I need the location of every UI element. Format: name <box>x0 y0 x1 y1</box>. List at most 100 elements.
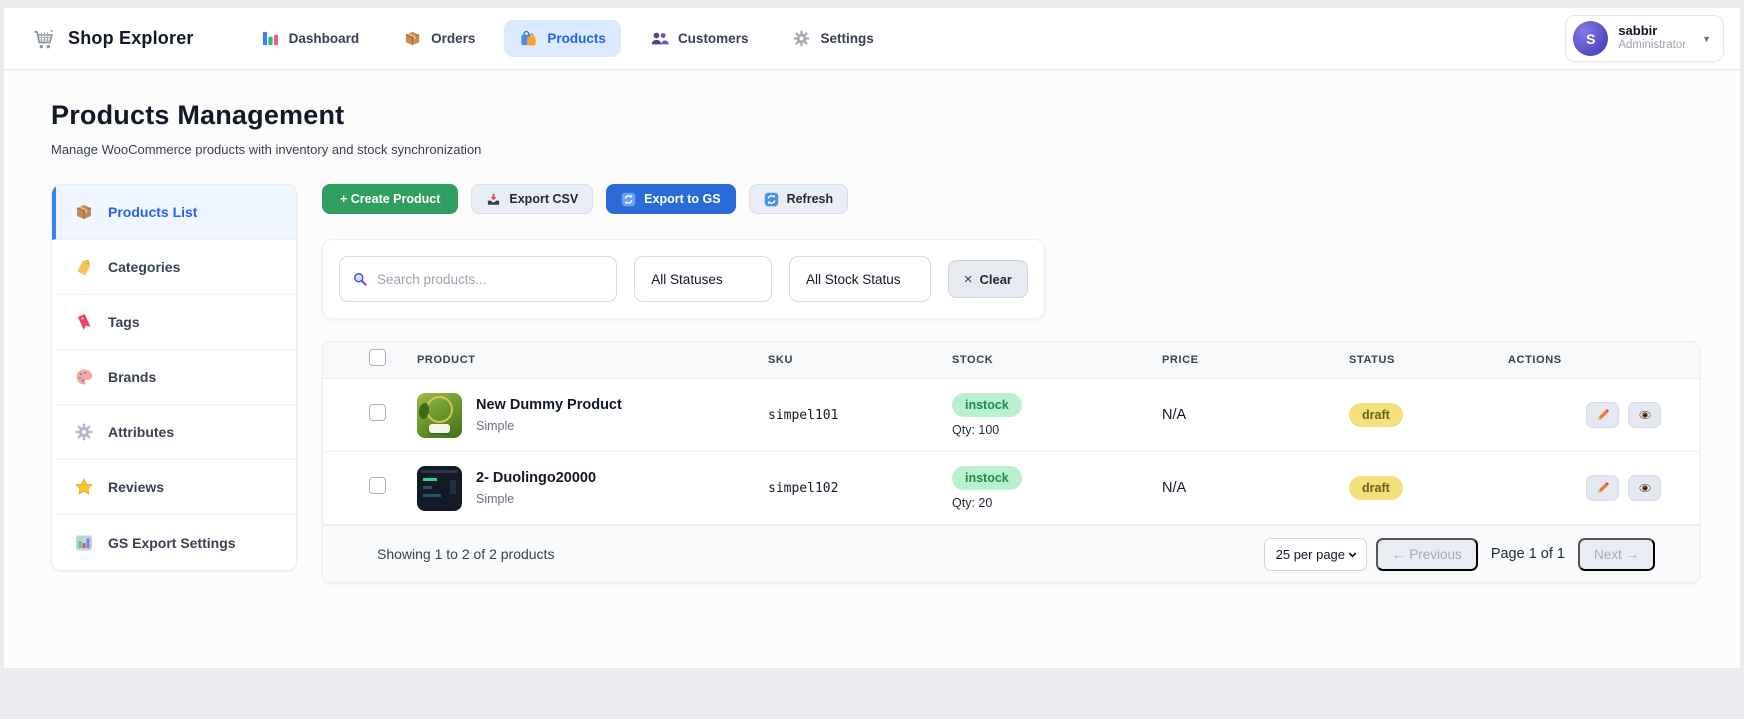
user-name: sabbir <box>1618 23 1658 39</box>
pencil-icon <box>1595 481 1610 496</box>
sidebar-item-label: Products List <box>108 204 198 220</box>
gear-icon <box>74 422 94 442</box>
product-type: Simple <box>476 419 515 433</box>
edit-button[interactable] <box>1586 475 1619 501</box>
sidebar-item-attributes[interactable]: Attributes <box>52 405 296 460</box>
nav-item-products[interactable]: Products <box>504 20 621 57</box>
products-table: PRODUCT SKU STOCK PRICE STATUS ACTIONS <box>322 341 1700 583</box>
column-header-sku: SKU <box>768 354 794 366</box>
export-to-gs-button[interactable]: Export to GS <box>606 184 736 214</box>
nav-item-label: Products <box>547 31 606 46</box>
sidebar-item-gs-export-settings[interactable]: GS Export Settings <box>52 515 296 570</box>
row-checkbox[interactable] <box>369 404 386 421</box>
table-header-row: PRODUCT SKU STOCK PRICE STATUS ACTIONS <box>323 342 1699 379</box>
stock-status-badge: instock <box>952 466 1022 490</box>
inbox-tray-icon <box>486 192 501 207</box>
edit-button[interactable] <box>1586 402 1619 428</box>
product-price: N/A <box>1162 480 1187 496</box>
product-type: Simple <box>476 492 515 506</box>
search-products-field <box>339 256 618 302</box>
per-page-select[interactable]: 25 per page <box>1263 537 1368 571</box>
next-page-button[interactable]: Next → <box>1577 537 1655 571</box>
chevron-down-icon <box>1347 549 1358 560</box>
sidebar-item-label: Tags <box>108 314 140 330</box>
nav-item-label: Settings <box>820 31 874 46</box>
status-filter-select[interactable]: All Statuses <box>634 256 772 302</box>
clear-filters-button[interactable]: × Clear <box>947 260 1028 298</box>
eye-icon <box>1638 481 1652 495</box>
main-content: Products Management Manage WooCommerce p… <box>4 70 1740 583</box>
user-role: Administrator <box>1618 39 1687 52</box>
shopping-bags-icon <box>519 29 538 48</box>
user-menu[interactable]: S sabbir Administrator ▼ <box>1565 15 1724 62</box>
view-button[interactable] <box>1628 402 1661 428</box>
view-button[interactable] <box>1628 475 1661 501</box>
page-title: Products Management <box>51 100 345 130</box>
nav-item-customers[interactable]: Customers <box>635 20 764 57</box>
package-icon <box>403 29 422 48</box>
stock-qty: Qty: 100 <box>952 423 1000 437</box>
column-header-status: STATUS <box>1349 354 1395 366</box>
sidebar-item-label: Attributes <box>108 424 175 440</box>
people-icon <box>650 29 669 48</box>
stock-status-filter-select[interactable]: All Stock Status <box>789 256 931 302</box>
pencil-icon <box>1595 408 1610 423</box>
sidebar-item-label: Reviews <box>108 479 165 495</box>
refresh-button[interactable]: Refresh <box>748 184 849 214</box>
sidebar-item-label: GS Export Settings <box>108 534 236 551</box>
product-price: N/A <box>1162 407 1187 423</box>
nav-item-dashboard[interactable]: Dashboard <box>246 20 375 57</box>
column-header-actions: ACTIONS <box>1508 354 1562 366</box>
table-row: 2- Duolingo20000 Simple simpel102 instoc… <box>323 452 1699 525</box>
sidebar-item-label: Brands <box>108 369 157 385</box>
app-title: Shop Explorer <box>68 28 194 48</box>
column-header-price: PRICE <box>1162 354 1199 366</box>
refresh-icon <box>764 192 779 207</box>
product-thumbnail <box>417 392 462 438</box>
eye-icon <box>1638 408 1652 422</box>
nav-item-orders[interactable]: Orders <box>388 20 490 57</box>
sidebar-item-tags[interactable]: Tags <box>52 295 296 350</box>
brand: Shop Explorer <box>32 27 194 51</box>
results-summary: Showing 1 to 2 of 2 products <box>377 546 555 562</box>
select-all-checkbox[interactable] <box>369 349 386 366</box>
sidebar-item-brands[interactable]: Brands <box>52 350 296 405</box>
product-name: 2- Duolingo20000 <box>476 470 597 486</box>
table-footer: Showing 1 to 2 of 2 products 25 per page… <box>323 525 1699 582</box>
gear-icon <box>792 29 811 48</box>
row-checkbox[interactable] <box>369 477 386 494</box>
page-info: Page 1 of 1 <box>1490 546 1565 562</box>
nav-item-label: Dashboard <box>288 31 360 46</box>
page-subtitle: Manage WooCommerce products with invento… <box>51 142 482 157</box>
previous-page-button[interactable]: ← Previous <box>1376 537 1478 571</box>
nav-item-label: Customers <box>677 31 749 46</box>
chevron-down-icon: ▼ <box>1702 33 1711 44</box>
create-product-button[interactable]: + Create Product <box>322 184 459 214</box>
stock-status-badge: instock <box>952 393 1022 417</box>
product-thumbnail <box>417 465 462 511</box>
sidebar-item-categories[interactable]: Categories <box>52 240 296 295</box>
sidebar-item-label: Categories <box>108 259 181 275</box>
shopping-cart-icon <box>32 27 56 51</box>
main-nav: Dashboard Orders Products Customers <box>246 20 889 57</box>
toolbar: + Create Product Export CSV Export to GS <box>322 184 1700 214</box>
stock-qty: Qty: 20 <box>952 496 993 510</box>
table-row: New Dummy Product Simple simpel101 insto… <box>323 379 1699 452</box>
close-icon: × <box>963 270 973 288</box>
avatar: S <box>1573 21 1609 56</box>
sidebar-item-reviews[interactable]: Reviews <box>52 460 296 515</box>
export-csv-button[interactable]: Export CSV <box>471 184 594 214</box>
sidebar-item-products-list[interactable]: Products List <box>52 185 296 240</box>
product-sku: simpel102 <box>768 480 839 496</box>
search-input[interactable] <box>377 271 605 287</box>
app-window: Shop Explorer Dashboard Orders Products <box>4 8 1740 668</box>
nav-item-label: Orders <box>431 31 476 46</box>
chart-icon <box>74 533 94 553</box>
product-name: New Dummy Product <box>476 397 622 413</box>
filters-bar: All Statuses All Stock Status × Clear <box>322 239 1045 319</box>
nav-item-settings[interactable]: Settings <box>777 20 888 57</box>
bookmark-icon <box>74 312 94 332</box>
pagination: 25 per page ← Previous Page 1 of 1 Next … <box>1263 537 1655 571</box>
search-icon <box>352 271 368 287</box>
column-header-product: PRODUCT <box>417 354 476 366</box>
